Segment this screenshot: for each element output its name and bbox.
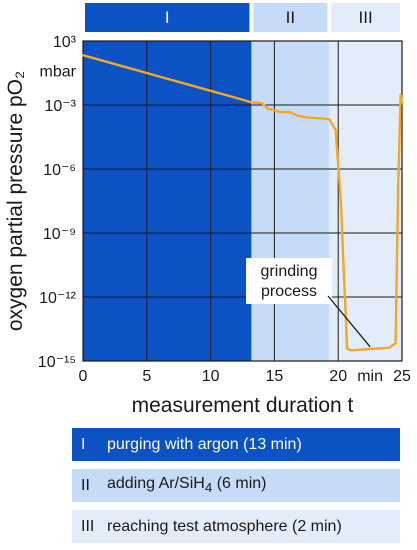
y-tick-label: 10⁻³	[44, 98, 76, 115]
annotation-text: process	[261, 283, 317, 300]
y-tick-label: 10⁻⁶	[43, 162, 76, 179]
phase-header-1	[85, 3, 250, 32]
legend-item-number: II	[81, 476, 90, 494]
x-tick-label: 10	[202, 368, 220, 385]
y-tick-label: 10⁻¹²	[39, 290, 77, 307]
plot-frame	[82, 40, 403, 362]
legend-item-number: III	[81, 517, 95, 535]
x-tick-labels: 0 5 10 15 20 25 min	[79, 368, 411, 385]
x-unit-label: min	[357, 368, 383, 385]
phase-header-2	[253, 3, 328, 32]
phase-band-1	[83, 41, 252, 361]
legend-item-text: purging with argon (13 min)	[107, 435, 302, 453]
x-tick-label: 25	[393, 368, 411, 385]
legend-item-2: II adding Ar/SiH4 (6 min)	[72, 469, 400, 502]
y-unit-label: mbar	[40, 64, 77, 81]
y-axis-title: oxygen partial pressure pO₂	[4, 71, 27, 331]
legend-item-text: reaching test atmosphere (2 min)	[107, 517, 342, 535]
annotation-text: grinding	[261, 263, 318, 280]
annotation-pointer	[327, 295, 371, 348]
annotation-box	[246, 258, 332, 304]
legend-item-3: III reaching test atmosphere (2 min)	[72, 510, 400, 543]
phase-band-2	[251, 41, 330, 361]
y-tick-label: 10⁻⁹	[43, 226, 76, 243]
phase-header-label-2: II	[286, 8, 295, 27]
phase-header-3	[331, 3, 400, 32]
pressure-curve	[81, 54, 404, 352]
phase-headers: I II III	[85, 3, 400, 32]
legend-item-text: adding Ar/SiH4 (6 min)	[107, 475, 267, 496]
grinding-annotation: grinding process	[246, 258, 371, 348]
phase-bands	[83, 41, 402, 361]
x-tick-label: 0	[79, 368, 88, 385]
pressure-curve-layer	[81, 54, 404, 352]
x-tick-label: 20	[329, 368, 347, 385]
x-tick-label: 5	[142, 368, 151, 385]
x-tick-label: 15	[266, 368, 284, 385]
x-axis-title: measurement duration t	[132, 394, 354, 417]
y-tick-label: 10⁻¹⁵	[38, 354, 76, 371]
y-tick-label: 10³	[53, 34, 77, 51]
axis-titles: measurement duration t oxygen partial pre…	[4, 71, 354, 417]
phase-header-label-1: I	[165, 8, 170, 27]
legend-item-number: I	[81, 435, 86, 453]
y-tick-labels: 10³ 10⁻³ 10⁻⁶ 10⁻⁹ 10⁻¹² 10⁻¹⁵ mbar	[38, 34, 77, 371]
phase-header-label-3: III	[359, 8, 373, 27]
grid-lines	[82, 40, 403, 362]
